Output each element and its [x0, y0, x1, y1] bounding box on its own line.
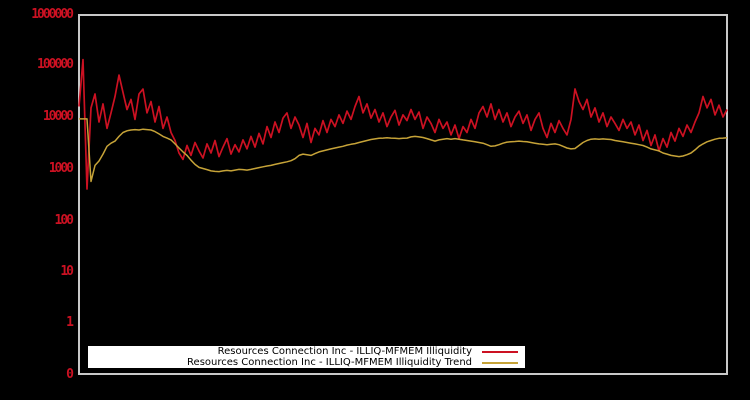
y-tick-label-1000000: 1000000: [31, 7, 74, 22]
legend-label-illiquidity-trend: Resources Connection Inc - ILLIQ-MFMEM I…: [187, 357, 472, 368]
legend-item-illiquidity: Resources Connection Inc - ILLIQ-MFMEM I…: [88, 346, 518, 357]
y-tick-label-10: 10: [60, 263, 74, 279]
legend-item-illiquidity-trend: Resources Connection Inc - ILLIQ-MFMEM I…: [88, 357, 518, 368]
trend-line: [79, 118, 728, 183]
legend-swatch-red-line: [482, 350, 518, 353]
y-tick-label-1: 1: [66, 315, 74, 330]
legend-label-illiquidity: Resources Connection Inc - ILLIQ-MFMEM I…: [217, 346, 472, 357]
legend-swatch-yellow-line: [482, 361, 518, 364]
y-tick-label-10000: 10000: [42, 109, 74, 124]
plot-area: [78, 14, 728, 375]
y-tick-label-100: 100: [54, 212, 74, 228]
legend: Resources Connection Inc - ILLIQ-MFMEM I…: [88, 346, 525, 368]
y-tick-label-0: 0: [66, 366, 74, 382]
y-tick-label-1000: 1000: [48, 160, 74, 176]
y-tick-label-100000: 100000: [37, 57, 74, 72]
illiquidity-line: [78, 58, 728, 190]
